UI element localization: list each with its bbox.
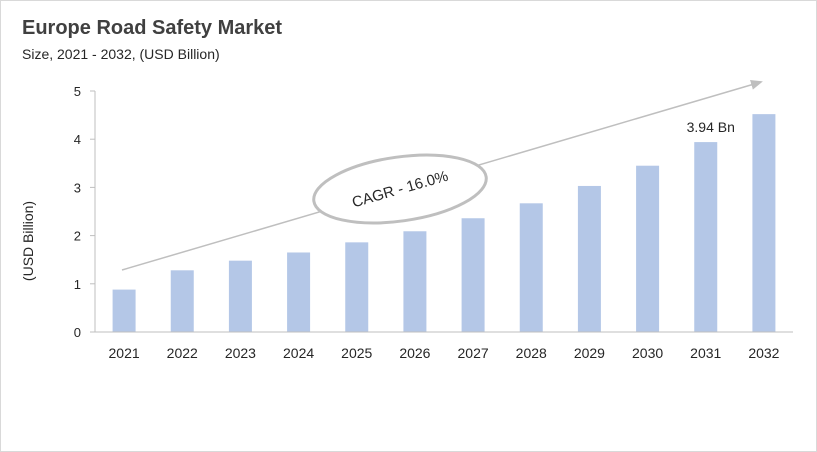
x-tick-label: 2030	[632, 345, 663, 361]
x-axis: 2021 2022 2023 2024 2025 2026 2027 2028 2029 2030…	[95, 331, 793, 361]
x-tick-label: 2024	[283, 345, 314, 361]
bar	[170, 270, 194, 332]
y-tick-label: 5	[74, 84, 81, 99]
bar	[228, 260, 252, 332]
chart-title: Europe Road Safety Market	[22, 17, 283, 39]
chart-subtitle: Size, 2021 - 2032, (USD Billion)	[22, 46, 220, 62]
y-tick-label: 4	[74, 132, 81, 147]
y-tick-label: 1	[74, 277, 81, 292]
x-tick-label: 2025	[341, 345, 372, 361]
y-tick-label: 3	[74, 180, 81, 195]
bar	[461, 218, 485, 332]
bar	[112, 289, 136, 332]
bar	[636, 165, 660, 332]
bar	[403, 231, 427, 332]
y-tick-label: 0	[74, 325, 81, 340]
bar	[694, 142, 718, 332]
cagr-ellipse	[312, 153, 488, 225]
y-tick-label: 2	[74, 229, 81, 244]
value-annotation-2031: 3.94 Bn	[687, 119, 735, 135]
x-tick-label: 2029	[574, 345, 605, 361]
x-tick-label: 2023	[225, 345, 256, 361]
y-axis-label: (USD Billion)	[20, 201, 36, 281]
bar	[287, 252, 311, 332]
bar	[519, 203, 543, 332]
x-tick-label: 2028	[516, 345, 547, 361]
x-tick-label: 2026	[399, 345, 430, 361]
x-tick-label: 2031	[690, 345, 721, 361]
x-tick-label: 2021	[109, 345, 140, 361]
x-tick-label: 2022	[167, 345, 198, 361]
y-axis: 0 1 2 3 4 5	[74, 84, 96, 340]
bar	[577, 185, 601, 332]
bars-group	[112, 114, 776, 332]
bar	[345, 242, 369, 332]
cagr-callout: CAGR - 16.0%	[312, 153, 488, 225]
x-tick-label: 2027	[458, 345, 489, 361]
x-tick-label: 2032	[748, 345, 779, 361]
bar	[752, 114, 776, 332]
